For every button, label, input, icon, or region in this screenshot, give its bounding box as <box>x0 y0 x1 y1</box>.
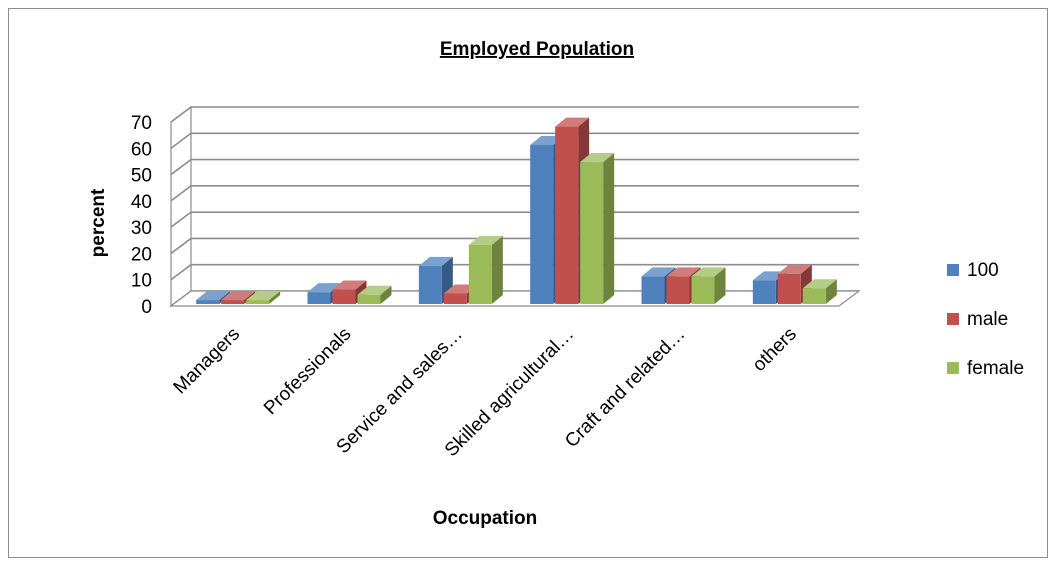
bar-top <box>555 117 590 127</box>
bar-front <box>752 280 776 304</box>
y-tick-labels: 0 10 20 30 40 50 60 70 <box>131 113 152 318</box>
bar-top <box>246 291 281 301</box>
legend-swatch <box>947 264 959 276</box>
gridline <box>170 263 859 281</box>
y-tick-label: 70 <box>131 113 152 134</box>
bar-front <box>666 276 690 304</box>
y-tick-label: 0 <box>141 297 152 318</box>
bar-top <box>221 291 256 301</box>
bar <box>802 279 837 304</box>
bar <box>580 153 615 304</box>
bar-front <box>196 300 220 304</box>
chart-frame: 0 10 20 30 40 50 60 70 Managers Professionals Ser… <box>8 8 1048 558</box>
bar-side <box>269 291 281 304</box>
y-tick-label: 50 <box>131 166 152 187</box>
gridline <box>170 158 859 176</box>
bar <box>357 285 392 304</box>
y-tick-label: 40 <box>131 192 152 213</box>
bar-side <box>380 285 392 304</box>
x-tick-label: Professionals <box>260 324 356 420</box>
gridline <box>170 211 859 228</box>
legend-label: female <box>967 358 1024 379</box>
bar-front <box>357 294 381 304</box>
bar <box>468 235 503 304</box>
chart-canvas: 0 10 20 30 40 50 60 70 Managers ProfessionalsSer… <box>88 39 1024 529</box>
bar-side <box>603 153 615 304</box>
chart-title: Employed Population <box>440 39 634 60</box>
bars <box>196 117 837 304</box>
side-wall <box>170 105 192 308</box>
bar-front <box>802 288 826 304</box>
x-tick-label: Skilled agricultural… <box>441 324 578 461</box>
x-axis-title: Occupation <box>433 508 538 529</box>
gridline <box>170 132 859 149</box>
bar-top <box>777 264 812 274</box>
bar <box>246 291 281 304</box>
bar-front <box>332 289 356 304</box>
legend: 100 male female <box>947 260 1024 379</box>
bar-top <box>802 279 837 289</box>
y-tick-label: 60 <box>131 139 152 160</box>
bar-top <box>641 267 676 277</box>
bar-front <box>691 276 715 304</box>
bar-top <box>691 267 726 277</box>
bar-front <box>777 273 801 304</box>
y-tick-label: 20 <box>131 244 152 265</box>
bar-side <box>825 279 837 304</box>
y-tick-label: 10 <box>131 271 152 292</box>
bar-front <box>246 300 270 304</box>
legend-label: male <box>967 309 1008 330</box>
gridline <box>170 237 859 255</box>
bar-top <box>196 291 231 301</box>
x-tick-label: Managers <box>170 324 245 399</box>
bar-front <box>468 244 492 304</box>
bar-front <box>221 300 245 304</box>
bar-front <box>530 144 554 304</box>
gridline <box>170 106 859 123</box>
bar-front <box>307 292 331 304</box>
bar-top <box>418 256 453 266</box>
x-tick-label: Craft and related… <box>561 324 689 452</box>
bar-top <box>666 267 701 277</box>
legend-label: 100 <box>967 260 999 281</box>
bar-side <box>491 235 503 304</box>
bar-top <box>332 280 367 290</box>
gridlines <box>170 106 859 307</box>
bar-top <box>357 285 392 295</box>
bar-front <box>443 293 467 304</box>
bar-front <box>641 276 665 304</box>
bar-side <box>714 267 726 304</box>
y-tick-label: 30 <box>131 218 152 239</box>
bar <box>691 267 726 304</box>
y-axis-title: percent <box>88 188 109 257</box>
x-tick-label: others <box>749 324 801 376</box>
legend-swatch <box>947 313 959 325</box>
bar-front <box>418 265 442 304</box>
bar-top <box>468 235 503 245</box>
bar-front <box>555 126 579 304</box>
x-tick-label: Service and sales… <box>333 324 467 458</box>
bar-top <box>580 153 615 163</box>
gridline <box>170 185 859 202</box>
bar-front <box>580 162 604 304</box>
legend-swatch <box>947 362 959 374</box>
chart-walls <box>170 105 192 308</box>
